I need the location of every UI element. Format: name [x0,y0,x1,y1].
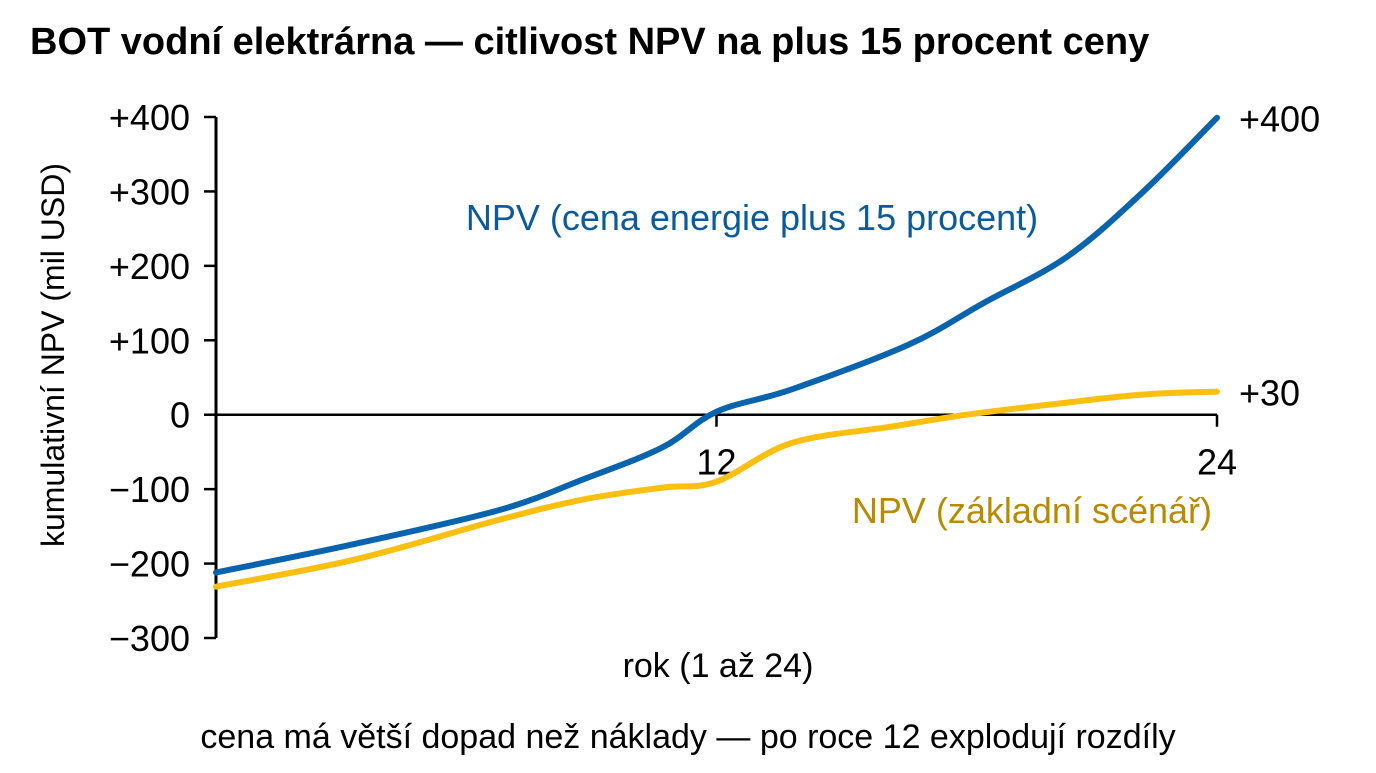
y-axis-label: kumulativní NPV (mil USD) [35,163,71,547]
x-tick-label: 24 [1197,442,1237,483]
y-tick-label: +200 [109,246,190,287]
y-tick-label: −300 [109,618,190,659]
y-tick-label: 0 [170,395,190,436]
y-tick-label: +300 [109,171,190,212]
end-value-label: +30 [1239,373,1300,414]
x-axis-label: rok (1 až 24) [623,647,814,685]
y-tick-label: +100 [109,320,190,361]
series-label: NPV (cena energie plus 15 procent) [466,197,1038,238]
series-line-base-case [213,388,1220,590]
y-tick-label: −200 [109,544,190,585]
series-line-price-plus-15 [213,114,1220,576]
end-value-label: +400 [1239,99,1320,140]
y-tick-label: −100 [109,469,190,510]
series-label: NPV (základní scénář) [852,490,1212,531]
footnote: cena má větší dopad než náklady — po roc… [200,718,1175,756]
y-tick-label: +400 [109,97,190,138]
chart-title: BOT vodní elektrárna — citlivost NPV na … [30,21,1149,63]
